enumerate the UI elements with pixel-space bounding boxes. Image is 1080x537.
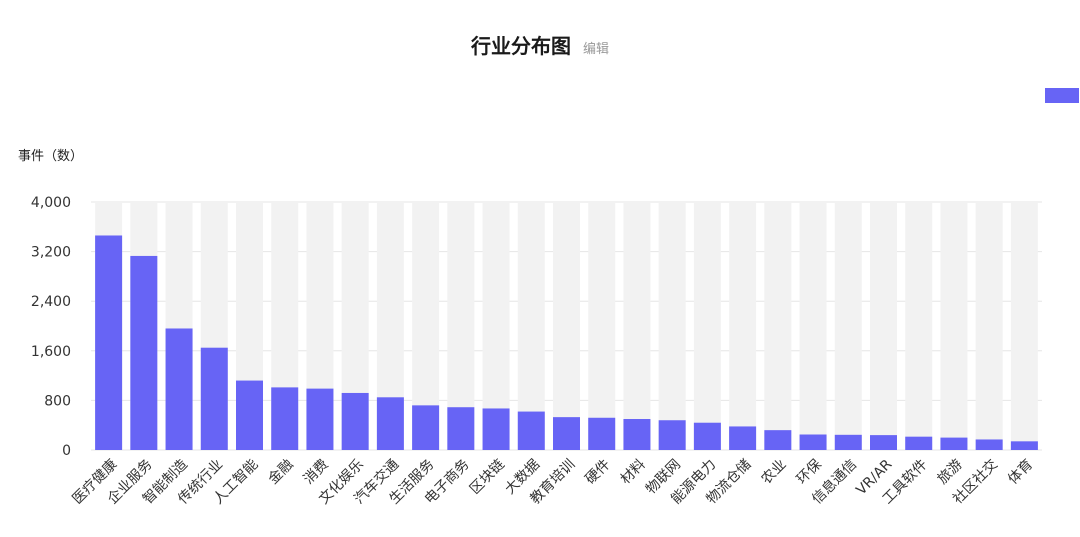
chart-title: 行业分布图 — [470, 34, 571, 58]
legend-swatch — [1045, 88, 1079, 103]
bar[interactable] — [588, 417, 616, 450]
bar-background — [975, 202, 1003, 450]
bar[interactable] — [940, 437, 968, 450]
edit-link[interactable]: 编辑 — [582, 42, 609, 57]
bar-background — [693, 202, 721, 450]
x-tick-label: 消费 — [301, 457, 332, 488]
bar[interactable] — [447, 407, 475, 450]
bar-background — [517, 202, 545, 450]
y-tick-label: 2,400 — [31, 294, 71, 310]
bar[interactable] — [271, 387, 299, 450]
bar[interactable] — [165, 328, 193, 450]
bar-background — [905, 202, 933, 450]
bar-background — [799, 202, 827, 450]
bar-background — [1010, 202, 1038, 450]
x-tick-label: 体育 — [1005, 457, 1036, 488]
bar[interactable] — [764, 430, 792, 450]
bar-background — [588, 202, 616, 450]
y-tick-label: 1,600 — [31, 344, 71, 360]
x-tick-label: 农业 — [759, 457, 790, 488]
bar-background — [870, 202, 897, 450]
bar-background — [940, 202, 968, 450]
x-tick-label: 旅游 — [935, 457, 966, 488]
x-tick-label: 金融 — [265, 457, 296, 488]
chart-title-row: 行业分布图 编辑 — [0, 30, 1080, 64]
y-tick-label: 3,200 — [31, 245, 71, 261]
x-tick-label: 硬件 — [582, 457, 613, 488]
bar[interactable] — [376, 397, 404, 450]
bar[interactable] — [236, 380, 263, 450]
bar-background — [553, 202, 580, 450]
x-tick-label: 环保 — [794, 457, 825, 488]
bar[interactable] — [341, 392, 369, 450]
bar-background — [729, 202, 757, 450]
bar-background — [623, 202, 651, 450]
bar[interactable] — [729, 426, 757, 450]
y-axis-title: 事件（数） — [18, 149, 84, 164]
x-tick-label: 材料 — [618, 457, 649, 488]
bar[interactable] — [95, 235, 123, 450]
bar-background — [764, 202, 792, 450]
bar[interactable] — [200, 347, 228, 450]
bar[interactable] — [553, 417, 580, 450]
bar[interactable] — [1010, 441, 1038, 450]
bar-background — [658, 202, 686, 450]
bar[interactable] — [130, 255, 158, 450]
y-tick-label: 0 — [62, 443, 71, 459]
bar[interactable] — [799, 434, 827, 451]
y-tick-label: 800 — [44, 393, 71, 409]
bar[interactable] — [693, 422, 721, 450]
bar[interactable] — [306, 388, 334, 450]
bar[interactable] — [412, 405, 440, 450]
bar[interactable] — [834, 434, 862, 450]
x-tick-label: 区块链 — [467, 457, 508, 498]
y-tick-label: 4,000 — [31, 195, 71, 211]
bar[interactable] — [975, 439, 1003, 450]
bar[interactable] — [905, 436, 933, 450]
bar[interactable] — [482, 408, 510, 450]
bar[interactable] — [517, 411, 545, 450]
bar[interactable] — [870, 435, 897, 450]
bar[interactable] — [658, 420, 686, 450]
bar-background — [834, 202, 862, 450]
bar[interactable] — [623, 419, 651, 450]
